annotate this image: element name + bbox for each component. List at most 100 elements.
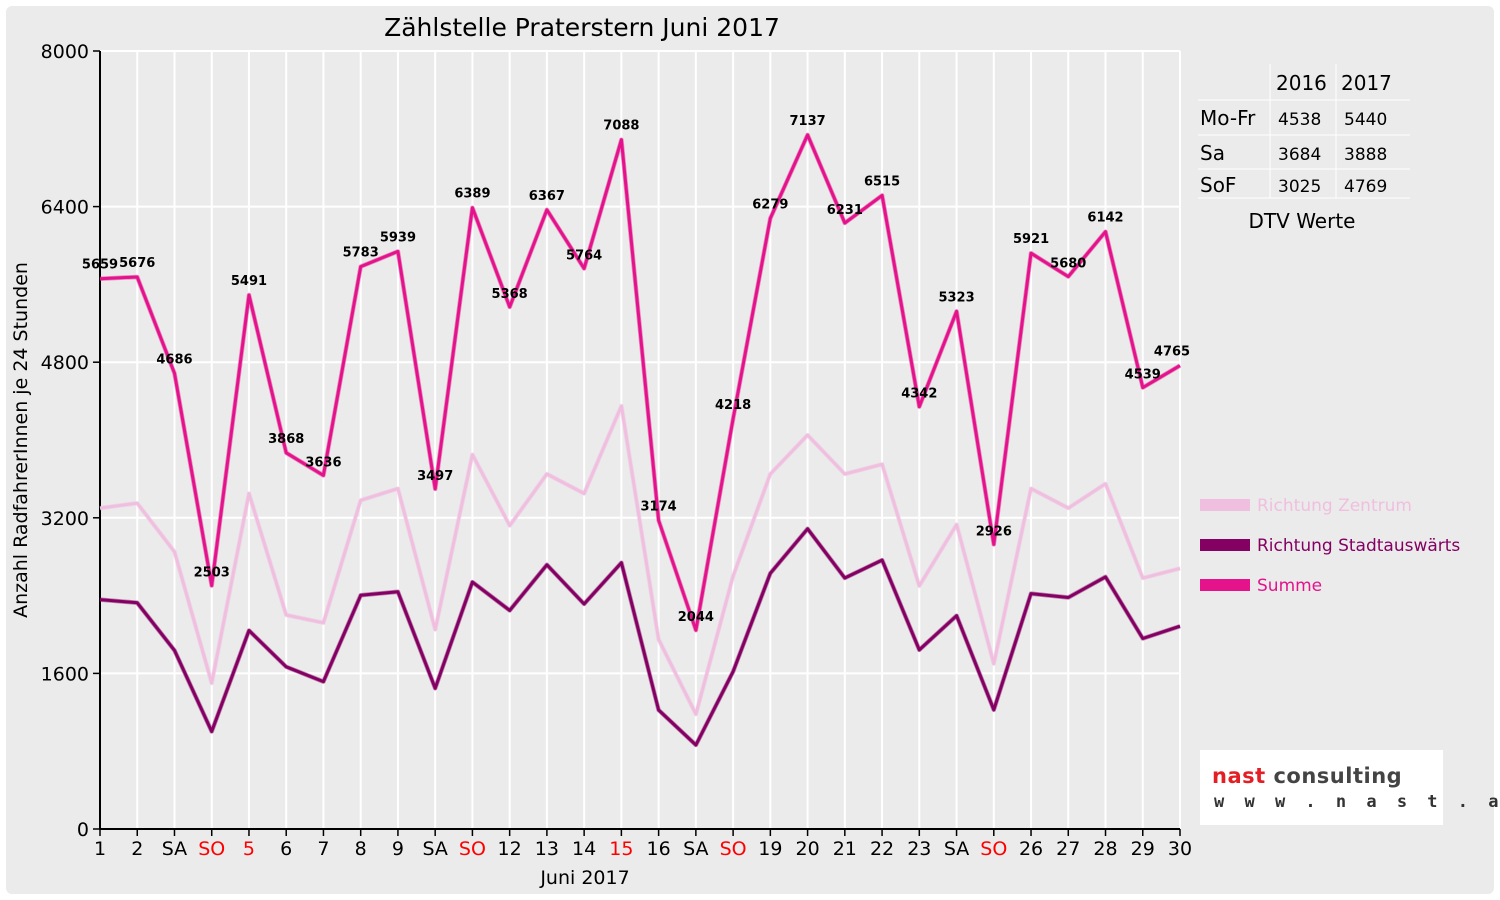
x-tick-label: SA (944, 838, 969, 860)
x-tick-label: SO (198, 838, 225, 860)
plot-background (100, 51, 1180, 829)
data-label: 5491 (231, 274, 267, 289)
x-tick-label: 12 (498, 838, 522, 860)
dtv-cell: 4769 (1344, 177, 1387, 197)
data-label: 3497 (417, 469, 453, 484)
legend-label: Summe (1257, 576, 1322, 596)
x-tick-label: 19 (758, 838, 782, 860)
y-tick-label: 4800 (41, 352, 89, 374)
dtv-cell: 3684 (1278, 145, 1321, 165)
data-label: 5764 (566, 248, 602, 263)
plot-area (100, 51, 1180, 829)
x-tick-label: SA (162, 838, 187, 860)
data-label: 6231 (827, 203, 863, 218)
data-label: 5680 (1050, 257, 1086, 272)
data-label: 6515 (864, 174, 900, 189)
x-tick-label: 23 (907, 838, 931, 860)
legend-label: Richtung Stadtauswärts (1257, 536, 1460, 556)
data-label: 4342 (901, 387, 937, 402)
data-label: 6367 (529, 189, 565, 204)
logo-url: w w w . n a s t . a t (1214, 792, 1500, 812)
x-tick-label: 8 (355, 838, 367, 860)
legend-swatch (1200, 499, 1250, 511)
nast-consulting-logo: nast consulting w w w . n a s t . a t (1200, 750, 1500, 825)
data-label: 6279 (752, 197, 788, 212)
dtv-cell: 5440 (1344, 110, 1387, 130)
data-label: 5939 (380, 230, 416, 245)
data-label: 6142 (1087, 211, 1123, 226)
x-tick-label: SA (422, 838, 447, 860)
data-label: 3174 (641, 499, 677, 514)
legend-swatch (1200, 579, 1250, 591)
data-label: 3868 (268, 432, 304, 447)
y-tick-label: 8000 (41, 41, 89, 63)
x-tick-label: SO (980, 838, 1007, 860)
y-tick-label: 1600 (41, 663, 89, 685)
x-axis-label: Juni 2017 (539, 867, 629, 889)
x-tick-label: 7 (317, 838, 329, 860)
legend-label: Richtung Zentrum (1257, 496, 1412, 516)
series-lines (99, 132, 1182, 748)
x-tick-label: 22 (870, 838, 894, 860)
data-label: 3636 (305, 455, 341, 470)
data-label: 7088 (603, 119, 639, 134)
dtv-col-2017: 2017 (1341, 71, 1392, 95)
data-label: 4765 (1154, 345, 1190, 360)
series-line (99, 527, 1181, 747)
x-tick-label: 20 (795, 838, 819, 860)
x-tick-label: 16 (647, 838, 671, 860)
logo-brand: nast consulting (1212, 764, 1402, 788)
grid-lines (99, 50, 1181, 830)
y-axis-label: Anzahl RadfahrerInnen je 24 Stunden (10, 262, 32, 618)
dtv-cell: 4538 (1278, 110, 1321, 130)
x-tick-label: 9 (392, 838, 404, 860)
x-tick-label: 15 (609, 838, 633, 860)
data-label: 5659 (82, 258, 118, 273)
x-tick-label: 6 (280, 838, 292, 860)
data-label: 2926 (976, 524, 1012, 539)
x-tick-label: 13 (535, 838, 559, 860)
dtv-row-label: SoF (1200, 173, 1236, 197)
data-label: 5921 (1013, 232, 1049, 247)
y-tick-label: 0 (77, 819, 89, 841)
x-tick-label: 14 (572, 838, 596, 860)
legend: Richtung Zentrum Richtung Stadtauswärts Su… (1200, 496, 1460, 596)
x-tick-label: SA (683, 838, 708, 860)
data-label: 5783 (343, 246, 379, 261)
x-tick-label: 2 (131, 838, 143, 860)
data-label: 5676 (119, 256, 155, 271)
legend-swatch (1200, 539, 1250, 551)
data-label: 5323 (938, 290, 974, 305)
x-tick-label: 21 (833, 838, 857, 860)
x-tick-label: 27 (1056, 838, 1080, 860)
dtv-caption: DTV Werte (1249, 209, 1356, 233)
y-tick-label: 3200 (41, 508, 89, 530)
data-label: 6389 (454, 187, 490, 202)
x-tick-label: 1 (94, 838, 106, 860)
x-tick-label: 28 (1093, 838, 1117, 860)
data-label: 4218 (715, 398, 751, 413)
data-label: 7137 (789, 114, 825, 129)
dtv-row-label: Mo-Fr (1200, 106, 1256, 130)
logo-brand-dark: consulting (1273, 764, 1403, 788)
x-tick-label: SO (720, 838, 747, 860)
data-label: 4686 (156, 352, 192, 367)
data-label: 2503 (194, 566, 230, 581)
x-tick-label: 5 (243, 838, 255, 860)
data-label: 5368 (492, 287, 528, 302)
logo-brand-red: nast (1212, 764, 1266, 788)
axes (93, 50, 1181, 836)
dtv-cell: 3025 (1278, 177, 1321, 197)
y-tick-label: 6400 (41, 197, 89, 219)
dtv-table: 2016 2017 Mo-Fr 4538 5440 Sa 3684 3888 S… (1198, 64, 1410, 233)
data-label: 2044 (678, 610, 714, 625)
x-tick-label: 30 (1168, 838, 1192, 860)
dtv-cell: 3888 (1344, 145, 1387, 165)
x-tick-label: SO (459, 838, 486, 860)
x-tick-label: 29 (1131, 838, 1155, 860)
data-label: 4539 (1125, 368, 1161, 383)
series-line (99, 404, 1181, 716)
